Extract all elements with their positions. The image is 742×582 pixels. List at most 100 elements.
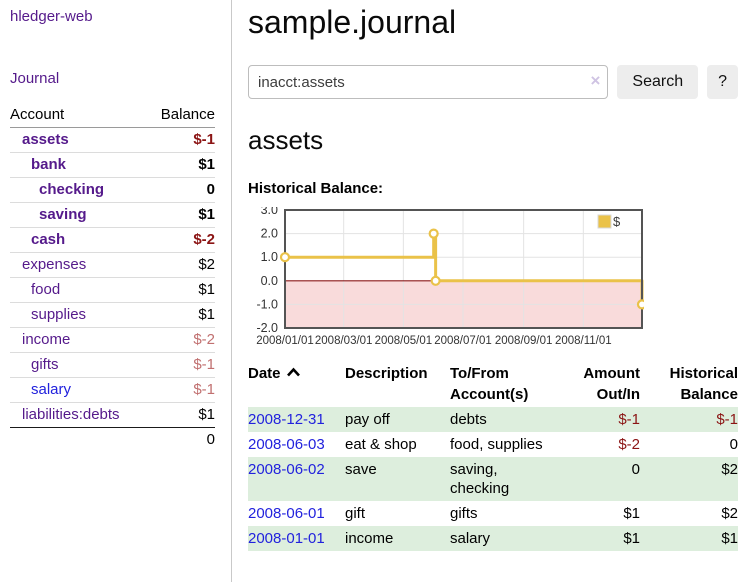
account-link[interactable]: salary [31, 381, 72, 398]
page-title: sample.journal [248, 4, 457, 40]
account-row: liabilities:debts $1 [10, 402, 215, 428]
register-date-link[interactable]: 2008-06-03 [248, 436, 325, 453]
register-date-link[interactable]: 2008-01-01 [248, 530, 325, 547]
search-input-wrap: × [248, 65, 609, 99]
register-description: gift [345, 505, 366, 522]
register-row: 2008-01-01 income salary $1 $1 [248, 526, 738, 551]
sort-ascending-icon [286, 367, 301, 377]
svg-text:2008/05/01: 2008/05/01 [375, 335, 433, 347]
register-accounts: gifts [450, 505, 478, 522]
svg-text:2008/11/01: 2008/11/01 [555, 335, 612, 347]
svg-text:2008/01/01: 2008/01/01 [256, 335, 314, 347]
account-balance: $1 [147, 277, 215, 303]
sidebar-item-journal[interactable]: Journal [10, 70, 60, 87]
account-link[interactable]: assets [22, 131, 69, 148]
account-balance: $1 [147, 302, 215, 328]
register-header-date[interactable]: Date [248, 361, 345, 407]
account-link[interactable]: bank [31, 156, 67, 173]
search-button[interactable]: Search [617, 65, 699, 99]
main-content: sample.journal × Search ? assets Histori… [232, 0, 742, 582]
register-balance: $2 [721, 461, 738, 478]
account-balance: $-1 [147, 377, 215, 403]
register-description: save [345, 461, 377, 478]
search-form: × Search ? [248, 65, 738, 99]
register-amount: 0 [631, 461, 640, 478]
account-link[interactable]: checking [39, 181, 105, 198]
register-description: pay off [345, 411, 390, 428]
help-button[interactable]: ? [707, 65, 738, 99]
register-table: Date Description To/From Account(s) Amou… [248, 361, 738, 551]
register-balance: $-1 [716, 411, 738, 428]
account-link[interactable]: food [31, 281, 61, 298]
register-balance: 0 [729, 436, 738, 453]
accounts-table: Account Balance assets $-1 bank $1 checking 0… [10, 103, 215, 452]
account-balance: $-2 [147, 327, 215, 353]
svg-text:1.0: 1.0 [261, 250, 278, 264]
register-amount: $1 [623, 505, 640, 522]
account-balance: $-1 [147, 352, 215, 378]
register-accounts: debts [450, 411, 487, 428]
accounts-header-balance: Balance [147, 103, 215, 128]
account-link[interactable]: gifts [31, 356, 59, 373]
account-link[interactable]: liabilities:debts [22, 406, 120, 423]
register-row: 2008-06-01 gift gifts $1 $2 [248, 501, 738, 526]
account-link[interactable]: expenses [22, 256, 87, 273]
clear-search-icon[interactable]: × [590, 71, 601, 90]
register-row: 2008-06-03 eat & shop food, supplies $-2 0 [248, 432, 738, 457]
register-balance: $2 [721, 505, 738, 522]
register-header-amount: Amount Out/In [583, 365, 640, 403]
account-row: cash $-2 [10, 227, 215, 253]
register-amount: $1 [623, 530, 640, 547]
account-row: bank $1 [10, 152, 215, 178]
svg-text:$: $ [613, 214, 621, 229]
account-balance: $1 [147, 202, 215, 228]
account-heading: assets [248, 125, 324, 155]
register-description: income [345, 530, 394, 547]
account-balance: 0 [147, 177, 215, 203]
register-header-description: Description [345, 365, 428, 382]
account-balance: $1 [147, 152, 215, 178]
account-link[interactable]: income [22, 331, 71, 348]
register-accounts: saving, checking [450, 461, 510, 497]
accounts-header-row: Account Balance [10, 103, 215, 128]
register-header-row: Date Description To/From Account(s) Amou… [248, 361, 738, 407]
register-header-accounts: To/From Account(s) [450, 365, 529, 403]
svg-text:2008/07/01: 2008/07/01 [434, 335, 492, 347]
svg-text:2.0: 2.0 [261, 227, 278, 241]
register-date-link[interactable]: 2008-12-31 [248, 411, 325, 428]
register-balance: $1 [721, 530, 738, 547]
register-date-link[interactable]: 2008-06-01 [248, 505, 325, 522]
chart-title: Historical Balance: [248, 180, 384, 197]
account-row: food $1 [10, 277, 215, 303]
account-link[interactable]: cash [31, 231, 66, 248]
account-row: income $-2 [10, 327, 215, 353]
app-title-link[interactable]: hledger-web [10, 8, 93, 25]
svg-text:3.0: 3.0 [261, 207, 278, 217]
account-row: saving $1 [10, 202, 215, 228]
accounts-total-value: 0 [147, 427, 215, 452]
account-balance: $1 [147, 402, 215, 428]
register-date-link[interactable]: 2008-06-02 [248, 461, 325, 478]
account-row: salary $-1 [10, 377, 215, 403]
account-link[interactable]: saving [39, 206, 87, 223]
account-row: gifts $-1 [10, 352, 215, 378]
account-balance: $-2 [147, 227, 215, 253]
search-input[interactable] [248, 65, 609, 99]
register-row: 2008-12-31 pay off debts $-1 $-1 [248, 407, 738, 432]
register-header-balance: Historical Balance [669, 365, 738, 403]
svg-text:-1.0: -1.0 [256, 297, 278, 311]
register-accounts: food, supplies [450, 436, 543, 453]
account-balance: $-1 [193, 131, 215, 148]
sidebar: hledger-web Journal Account Balance asse… [0, 0, 232, 582]
register-amount: $-1 [618, 411, 640, 428]
account-row: supplies $1 [10, 302, 215, 328]
account-row: expenses $2 [10, 252, 215, 278]
svg-text:0.0: 0.0 [261, 274, 278, 288]
register-accounts: salary [450, 530, 491, 547]
register-description: eat & shop [345, 436, 417, 453]
register-row: 2008-06-02 save saving, checking 0 $2 [248, 457, 738, 501]
account-link[interactable]: supplies [31, 306, 87, 323]
svg-text:2008/03/01: 2008/03/01 [315, 335, 373, 347]
